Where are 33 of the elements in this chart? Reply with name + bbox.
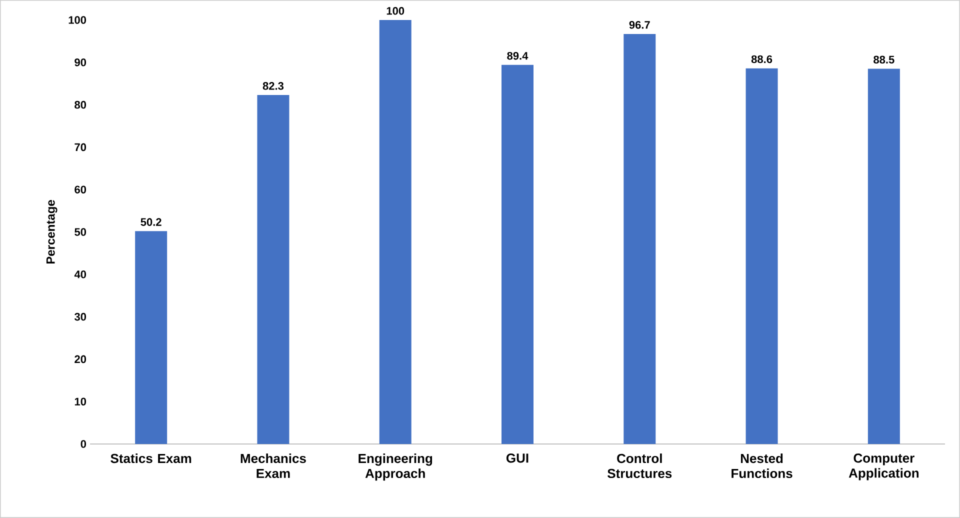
y-axis-title: Percentage	[46, 200, 58, 264]
data-label: 96.7	[629, 21, 650, 29]
y-tick-label: 80	[74, 100, 86, 109]
x-tick-label: GUI	[506, 454, 528, 463]
x-tick-label: Mechanics Exam	[240, 454, 306, 478]
bar	[257, 95, 290, 444]
x-tick-label: Statics Exam	[110, 454, 192, 464]
bar	[746, 68, 778, 444]
bar	[868, 68, 900, 444]
y-tick-label: 10	[74, 398, 86, 406]
x-tick-label: Control Structures	[608, 454, 672, 478]
data-label: 88.5	[874, 56, 894, 64]
bar	[379, 20, 412, 444]
bar	[624, 34, 656, 444]
y-tick-label: 0	[80, 440, 86, 448]
x-tick-label: Computer Application	[848, 454, 919, 480]
y-tick-label: 50	[74, 228, 86, 236]
y-tick-label: 40	[74, 270, 86, 278]
y-tick-label: 90	[74, 58, 86, 66]
y-tick-label: 60	[74, 186, 86, 194]
y-tick-label: 100	[68, 16, 86, 24]
data-label: 88.6	[751, 55, 772, 64]
data-label: 100	[386, 7, 404, 15]
y-tick-label: 20	[74, 355, 86, 364]
bar	[135, 231, 168, 444]
x-tick-label: Nested Functions	[732, 454, 792, 478]
y-tick-label: 70	[74, 143, 86, 152]
data-label: 50.2	[140, 218, 162, 226]
data-label: 82.3	[262, 82, 284, 90]
bar	[502, 64, 534, 444]
data-label: 89.4	[507, 52, 528, 60]
y-tick-label: 30	[74, 312, 86, 321]
x-tick-label: Engineering Approach	[358, 454, 432, 481]
